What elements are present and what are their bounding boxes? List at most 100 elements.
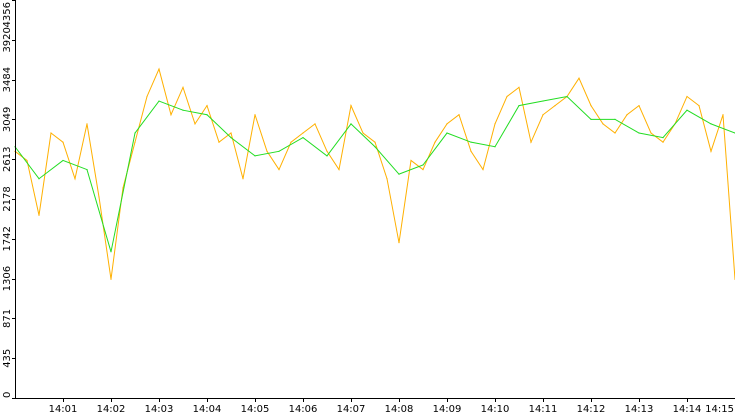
series-1-point-10 [254, 155, 256, 157]
series-0-point-39 [482, 168, 484, 171]
series-0-point-21 [266, 150, 268, 152]
x-tick-label-14: 14:15 [705, 404, 734, 415]
series-0-point-29 [362, 132, 364, 134]
x-tick-label-6: 14:07 [337, 404, 366, 415]
series-0-point-27 [338, 168, 340, 171]
series-0-point-51 [626, 114, 628, 116]
series-0-point-4 [62, 141, 64, 143]
y-tick-label-1: 435 [2, 349, 13, 368]
series-0-point-23 [290, 141, 292, 143]
series-1-point-19 [470, 141, 472, 143]
x-tick-label-4: 14:05 [241, 404, 270, 415]
series-1-point-8 [206, 114, 208, 116]
series-0-point-2 [38, 214, 40, 216]
x-tick-label-1: 14:02 [97, 404, 126, 415]
series-0-point-16 [206, 105, 208, 107]
series-0-point-38 [470, 150, 472, 152]
series-0-point-31 [386, 178, 388, 180]
x-tick-label-2: 14:03 [145, 404, 174, 415]
series-0-point-25 [314, 123, 316, 125]
series-1-point-23 [566, 95, 568, 98]
series-1-point-17 [422, 164, 424, 166]
series-0-point-36 [446, 123, 448, 125]
series-1-point-18 [446, 132, 448, 134]
series-layer [14, 67, 735, 280]
series-1-point-2 [62, 159, 64, 162]
series-0-point-14 [182, 86, 184, 88]
series-1-point-26 [638, 132, 640, 134]
series-0-point-37 [458, 114, 460, 116]
series-1-point-9 [230, 137, 232, 139]
series-0-point-48 [590, 105, 592, 107]
series-0-point-42 [518, 86, 520, 88]
series-0-point-58 [710, 150, 712, 152]
series-0-point-41 [506, 95, 508, 98]
x-tick-label-12: 14:13 [625, 404, 654, 415]
x-tick-label-7: 14:08 [385, 404, 414, 415]
series-1-point-6 [158, 100, 160, 102]
x-tick-label-13: 14:14 [673, 404, 702, 415]
series-1-point-14 [350, 123, 352, 125]
series-0-point-9 [122, 187, 124, 189]
series-0-point-26 [326, 150, 328, 152]
series-0-point-47 [578, 77, 580, 79]
y-tick-label-9: 3920 [2, 27, 13, 52]
series-0-point-3 [50, 132, 52, 134]
series-1-point-12 [302, 137, 304, 139]
series-0-point-12 [158, 68, 160, 70]
series-0-point-20 [254, 114, 256, 116]
series-1-point-16 [398, 173, 400, 175]
series-1-point-3 [86, 168, 88, 171]
x-tick-label-8: 14:09 [433, 404, 462, 415]
series-0-point-13 [170, 114, 172, 116]
series-1-point-5 [134, 132, 136, 134]
series-1-point-22 [542, 100, 544, 102]
series-0-point-17 [218, 141, 220, 143]
series-0-point-40 [494, 123, 496, 125]
series-1-point-7 [182, 109, 184, 111]
series-0-point-15 [194, 123, 196, 125]
series-1-point-13 [326, 155, 328, 157]
series-1-point-24 [590, 118, 592, 120]
series-1-point-15 [374, 146, 376, 148]
y-tick-label-10: 4356 [2, 2, 13, 27]
series-0-point-43 [530, 141, 532, 143]
y-tick-label-0: 0 [2, 392, 13, 398]
y-tick-label-8: 3484 [2, 67, 13, 92]
y-tick-label-5: 2178 [2, 186, 13, 211]
y-tick-label-2: 871 [2, 309, 13, 328]
x-tick-label-3: 14:04 [193, 404, 222, 415]
series-0-point-50 [614, 132, 616, 134]
series-0-point-18 [230, 132, 232, 134]
series-0-point-7 [98, 196, 100, 198]
series-0-point-30 [374, 141, 376, 143]
series-0-point-28 [350, 105, 352, 107]
series-1-point-4 [110, 251, 112, 253]
series-0-point-52 [638, 105, 640, 107]
series-0-point-49 [602, 123, 604, 125]
series-0-point-53 [650, 132, 652, 134]
series-1-point-11 [278, 150, 280, 152]
series-0-point-24 [302, 132, 304, 134]
series-0-point-11 [146, 95, 148, 98]
series-0-point-5 [74, 178, 76, 180]
series-0-point-35 [434, 141, 436, 143]
series-1-point-20 [494, 146, 496, 148]
series-0-point-33 [410, 159, 412, 162]
series-0-point-19 [242, 178, 244, 180]
series-1-point-1 [38, 178, 40, 180]
series-1-point-28 [686, 109, 688, 111]
series-1-point-29 [710, 123, 712, 125]
x-tick-label-0: 14:01 [49, 404, 78, 415]
y-tick-label-3: 1306 [2, 266, 13, 291]
series-0-point-44 [542, 114, 544, 116]
series-0-point-59 [722, 114, 724, 116]
x-tick-label-10: 14:11 [529, 404, 558, 415]
y-tick-label-6: 2613 [2, 147, 13, 172]
series-0-point-34 [422, 168, 424, 171]
series-1-point-27 [662, 137, 664, 139]
